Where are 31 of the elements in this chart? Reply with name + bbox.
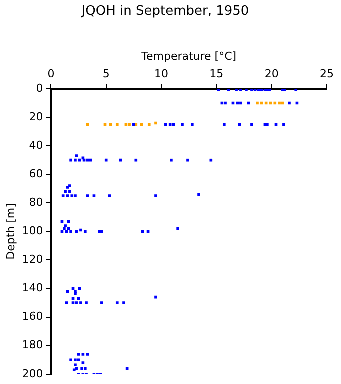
y-tick-label: 140 <box>22 282 44 295</box>
y-tick-label: 60 <box>29 167 44 180</box>
point <box>256 102 259 105</box>
y-axis-title: Depth [m] <box>4 204 18 260</box>
y-tick-label: 120 <box>22 253 44 266</box>
point <box>260 102 264 105</box>
y-tick-label: 100 <box>22 224 44 238</box>
y-tick-label: 80 <box>29 196 44 210</box>
point <box>148 123 151 126</box>
chart-title: JQOH in September, 1950 <box>80 4 250 20</box>
x-tick-label: 25 <box>320 67 334 80</box>
x-tick-label: 5 <box>102 67 110 80</box>
x-tick-label: 15 <box>210 67 224 80</box>
y-tick-label: 160 <box>22 310 44 324</box>
y-tick-label: 20 <box>29 110 44 124</box>
point <box>128 123 131 126</box>
y-tick-label: 0 <box>36 82 44 95</box>
point <box>154 122 158 125</box>
x-axis-title: Temperature [°C] <box>140 50 237 64</box>
point <box>278 102 281 105</box>
point <box>116 123 119 126</box>
point <box>274 102 277 105</box>
y-tick-label: 40 <box>29 138 44 152</box>
point <box>140 123 144 126</box>
point <box>281 102 284 105</box>
x-tick-label: 0 <box>48 67 55 80</box>
point <box>86 123 90 126</box>
x-tick-label: 20 <box>264 67 279 80</box>
y-tick-label: 180 <box>22 338 44 352</box>
x-tick-label: 10 <box>154 67 169 80</box>
y-tick-label: 200 <box>22 367 44 380</box>
